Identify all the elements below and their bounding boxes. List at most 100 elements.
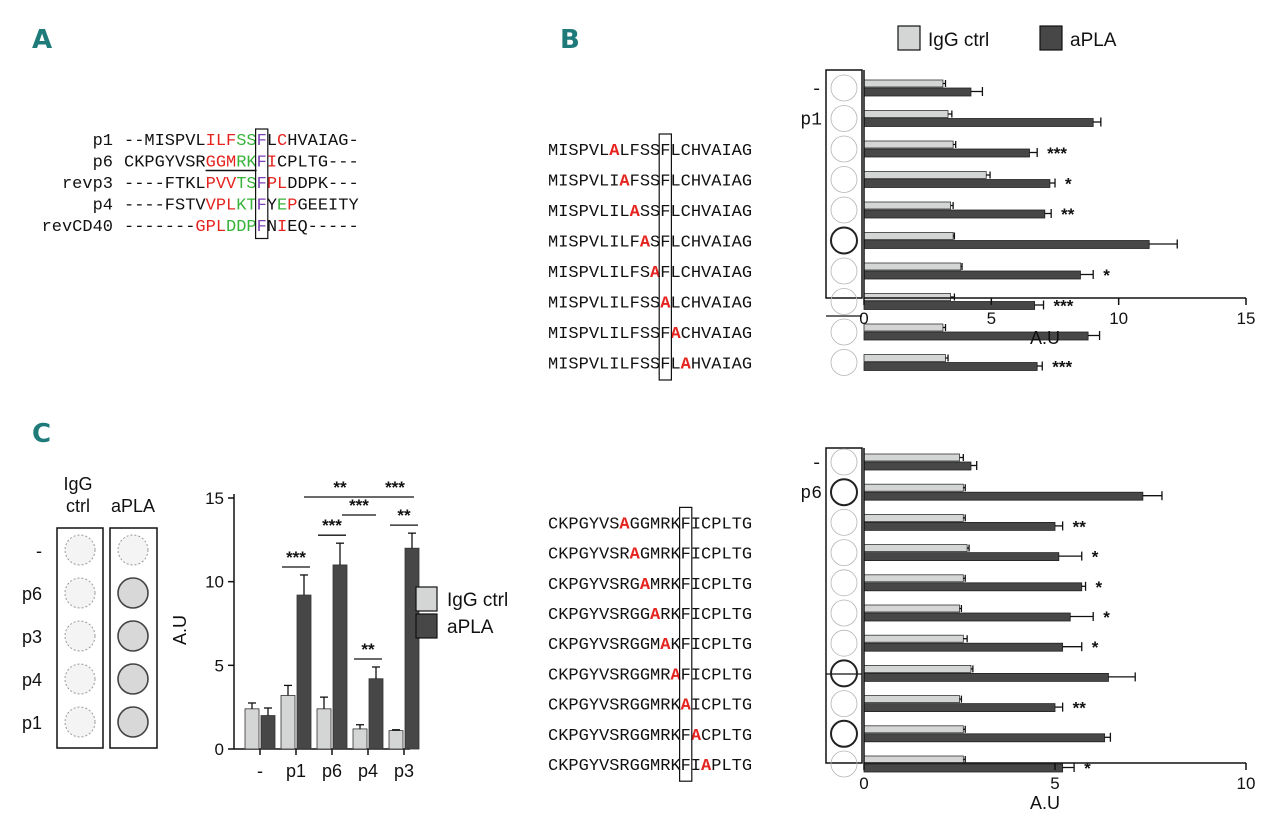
x-tick-label: 10 <box>1237 774 1256 793</box>
bar-igg <box>863 514 964 522</box>
bar-igg <box>863 262 962 271</box>
bar-apla <box>863 582 1083 592</box>
sequence-label: CKPGYVSRGGMAKFICPLTG <box>548 636 752 655</box>
bar-igg <box>863 755 964 764</box>
well-spot <box>830 166 858 193</box>
bar-apla <box>863 209 1046 219</box>
sequence-label: CKPGYVSRGGMRKFIAPLTG <box>548 757 752 776</box>
sequence-label: MISPVLILASSFLCHVAIAG <box>548 203 752 222</box>
bar-apla <box>863 240 1150 249</box>
well-spot-apla <box>117 663 149 695</box>
bar-apla <box>863 301 1036 310</box>
y-tick-label: 5 <box>215 656 224 675</box>
bar-igg <box>863 574 964 583</box>
significance-mark: * <box>1092 638 1099 657</box>
bar-igg <box>863 79 944 88</box>
anchor-box <box>255 128 269 240</box>
well-spot <box>830 569 858 597</box>
well-spot <box>830 105 858 132</box>
bar-igg <box>863 634 964 643</box>
well-spot <box>830 318 858 346</box>
sequence-label: CKPGYVSRAGMRKFICPLTG <box>548 546 752 565</box>
significance-mark: * <box>1096 578 1103 597</box>
bar-igg <box>863 110 949 118</box>
bar-igg <box>863 323 944 332</box>
well-spot-apla <box>117 534 149 566</box>
legend-label-apla: aPLA <box>1070 30 1117 51</box>
bar-apla <box>863 461 972 471</box>
significance-bracket-mark: *** <box>349 496 369 515</box>
panel-letter-a: A <box>32 25 52 55</box>
bar-igg <box>863 140 954 149</box>
x-tick-label: - <box>257 761 263 781</box>
well-strip <box>825 447 863 764</box>
significance-mark: * <box>1103 608 1110 627</box>
sequence-label: MISPVLILFSSALCHVAIAG <box>548 295 752 314</box>
sequence-label: MISPVLILFSSFACHVAIAG <box>548 325 752 344</box>
significance-mark: ** <box>1073 699 1087 718</box>
well-row-label: p3 <box>22 627 42 647</box>
x-tick-label: 0 <box>859 774 868 793</box>
sequence-label: CKPGYVSRGGMRKAICPLTG <box>548 697 752 716</box>
well-spot <box>830 690 858 717</box>
well-spot-igg <box>64 663 96 695</box>
well-spot <box>830 719 858 748</box>
well-spot <box>830 539 858 566</box>
alignment-seq-p4: ----FSTVVPLKTFYEPGEEITY <box>124 197 359 216</box>
bar-apla <box>368 678 384 750</box>
wells-header-apla: aPLA <box>111 496 155 516</box>
significance-bracket-mark: *** <box>385 478 405 497</box>
bar-apla <box>863 522 1056 531</box>
well-spot-apla <box>117 706 149 738</box>
x-tick-label: 0 <box>859 309 868 328</box>
well-row-label: - <box>36 541 42 561</box>
well-spot <box>830 750 858 778</box>
x-tick-label: 10 <box>1109 309 1128 328</box>
bar-igg <box>863 232 954 240</box>
sequence-label: CKPGYVSRGAMRKFICPLTG <box>548 576 752 595</box>
legend-swatch-apla <box>1039 25 1063 51</box>
wells-header-igg-line1: IgG <box>63 474 92 494</box>
legend-label-igg: IgG ctrl <box>928 30 989 51</box>
well-spot <box>830 196 858 224</box>
wells-header-igg-line2: ctrl <box>66 496 90 516</box>
well-spot <box>830 629 858 657</box>
well-spot <box>830 599 858 627</box>
bar-apla <box>863 179 1051 188</box>
bar-igg <box>244 708 260 750</box>
row-label: - <box>811 80 822 100</box>
sequence-label: MISPVLILFSAFLCHVAIAG <box>548 264 752 283</box>
bar-apla <box>863 733 1106 743</box>
bar-apla <box>863 642 1064 652</box>
x-tick-label: p4 <box>358 761 378 781</box>
legend-swatch-igg <box>415 586 438 612</box>
bar-igg <box>863 201 951 210</box>
bar-apla <box>863 118 1094 127</box>
legend-label-igg: IgG ctrl <box>447 590 508 611</box>
well-spot <box>830 509 858 536</box>
significance-mark: *** <box>322 516 342 535</box>
sequence-label: CKPGYVSAGGMRKFICPLTG <box>548 515 752 534</box>
sequence-label: MISPVLILFASFLCHVAIAG <box>548 234 752 253</box>
significance-mark: *** <box>286 548 306 567</box>
bar-igg <box>863 171 987 179</box>
panel-letter-b: B <box>560 25 580 55</box>
bar-igg <box>863 453 960 462</box>
alignment-seq-revp3: ----FTKLPVVTSFPLDDPK--- <box>124 175 359 194</box>
bar-apla <box>863 491 1144 501</box>
bar-igg <box>316 708 332 750</box>
row-label: p6 <box>800 484 822 504</box>
bar-igg <box>863 544 968 552</box>
y-tick-label: 0 <box>215 740 224 759</box>
legend-swatch-apla <box>415 613 438 639</box>
bar-apla <box>863 703 1056 712</box>
well-spot-igg <box>64 577 96 609</box>
well-spot <box>830 659 858 688</box>
well-spot <box>830 135 858 163</box>
significance-bracket-mark: ** <box>333 478 347 497</box>
significance-mark: ** <box>1073 517 1087 536</box>
